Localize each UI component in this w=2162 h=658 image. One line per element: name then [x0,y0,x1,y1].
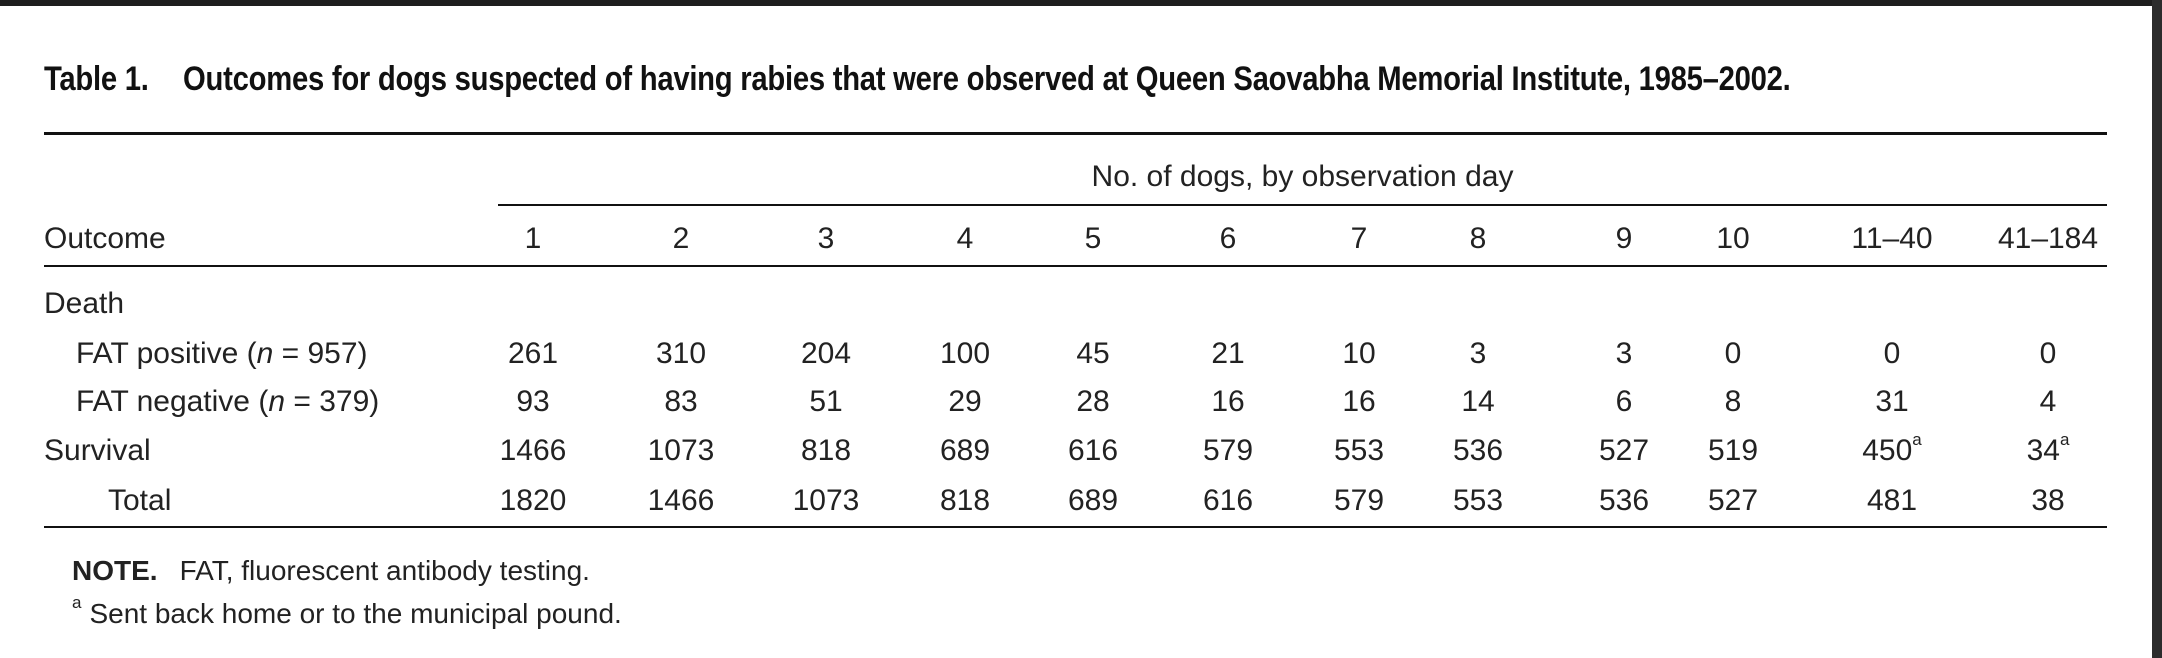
table-cell: 310 [655,337,707,370]
table-cell: 21 [1211,337,1245,370]
column-header: 4 [956,222,974,255]
row-label: FAT negative (n = 379) [76,385,380,418]
table-cell: 0 [1724,337,1742,370]
column-header: 9 [1615,222,1633,255]
table-cell: 38 [2031,484,2065,517]
stub-header: Outcome [44,222,166,255]
table-cell: 3 [1615,337,1633,370]
footnote-text: Sent back home or to the municipal pound… [89,598,622,629]
row-label: Total [108,484,172,517]
table-note: NOTE. FAT, fluorescent antibody testing. [72,555,590,587]
table-cell: 28 [1076,385,1110,418]
table-cell: 1466 [647,484,715,517]
table-bottom-rule [44,526,2107,528]
table-cell: 553 [1452,484,1504,517]
table-cell: 3 [1469,337,1487,370]
table-cell: 689 [1067,484,1119,517]
table-top-rule [44,132,2107,135]
table-cell: 818 [800,434,852,467]
table-cell: 553 [1333,434,1385,467]
document-page: Table 1. Outcomes for dogs suspected of h… [0,6,2152,658]
table-label: Table 1. [44,60,149,98]
column-spanner: No. of dogs, by observation day [1091,160,1514,193]
row-label: FAT positive (n = 957) [76,337,368,370]
column-header: 7 [1350,222,1368,255]
header-rule [44,265,2107,267]
table-cell: 0 [1883,337,1901,370]
table-cell: 31 [1875,385,1909,418]
table-cell: 536 [1598,484,1650,517]
table-cell: 16 [1342,385,1376,418]
footnote-mark: a [2059,430,2070,449]
table-cell: 261 [507,337,559,370]
footnote-mark: a [1912,430,1922,449]
table-cell: 34a [2026,430,2070,467]
table-cell: 1073 [792,484,860,517]
table-cell: 616 [1067,434,1119,467]
note-text: FAT, fluorescent antibody testing. [179,555,590,586]
row-label: Death [44,287,125,320]
table-footnote: a Sent back home or to the municipal poun… [72,594,622,630]
table-cell: 579 [1202,434,1254,467]
table-cell: 481 [1866,484,1918,517]
window-top-edge [0,0,2162,6]
table-cell: 536 [1452,434,1504,467]
column-header: 1 [524,222,542,255]
column-header: 2 [672,222,690,255]
table-cell: 527 [1598,434,1650,467]
footnote-mark: a [72,593,82,612]
table-cell: 527 [1707,484,1759,517]
table-cell: 204 [800,337,852,370]
table-cell: 450a [1862,430,1922,467]
table-cell: 29 [948,385,982,418]
window-right-edge [2152,0,2162,658]
table-cell: 6 [1615,385,1633,418]
table-cell: 45 [1076,337,1110,370]
table-cell: 93 [516,385,550,418]
column-header: 5 [1084,222,1102,255]
table-cell: 1073 [647,434,715,467]
row-label: Survival [44,434,151,467]
column-header: 10 [1716,222,1750,255]
table-cell: 616 [1202,484,1254,517]
column-header: 3 [817,222,835,255]
column-header: 8 [1469,222,1487,255]
table-cell: 818 [939,484,991,517]
spanner-rule [498,204,2107,206]
table-caption-text: Outcomes for dogs suspected of having ra… [183,60,1791,98]
table-cell: 10 [1342,337,1376,370]
table-cell: 519 [1707,434,1759,467]
table-cell: 8 [1724,385,1742,418]
table-cell: 16 [1211,385,1245,418]
table-caption: Table 1. Outcomes for dogs suspected of h… [44,60,1791,99]
table-cell: 14 [1461,385,1495,418]
table-cell: 1466 [499,434,567,467]
note-label: NOTE. [72,555,158,586]
table-cell: 1820 [499,484,567,517]
table-cell: 51 [809,385,843,418]
column-header: 41–184 [1997,222,2099,255]
table-cell: 83 [664,385,698,418]
table-cell: 689 [939,434,991,467]
table-cell: 579 [1333,484,1385,517]
column-header: 6 [1219,222,1237,255]
table-cell: 100 [939,337,991,370]
column-header: 11–40 [1851,222,1933,255]
table-cell: 0 [2039,337,2057,370]
table-cell: 4 [2039,385,2057,418]
